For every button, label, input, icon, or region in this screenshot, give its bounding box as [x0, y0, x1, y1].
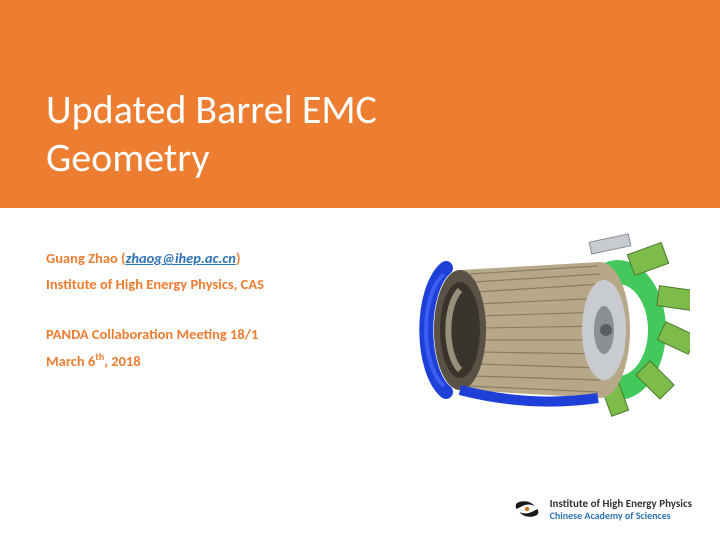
- author-name-prefix: Guang Zhao (: [46, 249, 126, 267]
- author-email-link[interactable]: zhaog@ihep.ac.cn: [126, 249, 236, 267]
- footer-text: Institute of High Energy Physics Chinese…: [550, 497, 692, 522]
- barrel-emc-svg: [370, 220, 690, 420]
- date-line: March 6th, 2018: [46, 349, 366, 373]
- text-column: Guang Zhao (zhaog@ihep.ac.cn) Institute …: [46, 248, 366, 373]
- detector-figure: [370, 220, 690, 420]
- ihep-logo-icon: [512, 497, 542, 521]
- affiliation-line: Institute of High Energy Physics, CAS: [46, 274, 366, 296]
- title-line-2: Geometry: [46, 133, 210, 182]
- slide-title: Updated Barrel EMC Geometry: [46, 86, 720, 182]
- footer-line-2: Chinese Academy of Sciences: [550, 510, 692, 522]
- footer-institution: Institute of High Energy Physics Chinese…: [512, 497, 692, 522]
- meeting-line: PANDA Collaboration Meeting 18/1: [46, 324, 366, 346]
- title-line-1: Updated Barrel EMC: [46, 85, 377, 134]
- title-banner: Updated Barrel EMC Geometry: [0, 0, 720, 208]
- author-line: Guang Zhao (zhaog@ihep.ac.cn): [46, 248, 366, 270]
- author-name-suffix: ): [236, 249, 241, 267]
- date-suffix: , 2018: [104, 352, 140, 370]
- date-prefix: March 6: [46, 352, 95, 370]
- date-super: th: [95, 350, 104, 363]
